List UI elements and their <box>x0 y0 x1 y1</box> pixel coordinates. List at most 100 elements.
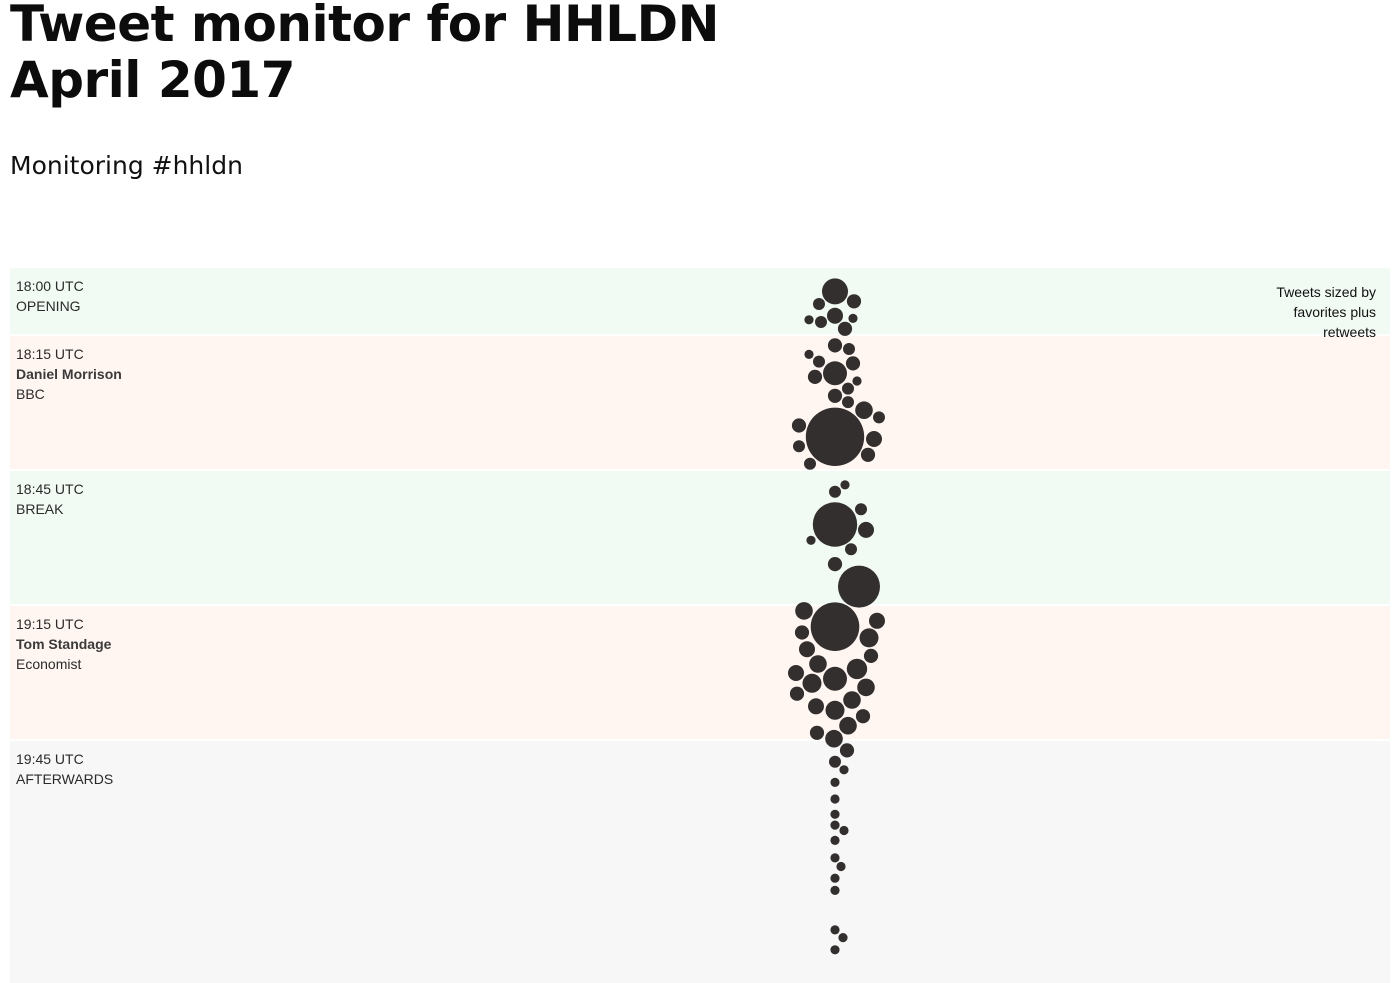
tweet-bubble[interactable] <box>858 521 874 538</box>
tweet-bubble[interactable] <box>852 376 862 386</box>
band-time: 18:45 UTC <box>16 480 84 497</box>
tweet-bubble[interactable] <box>839 825 849 836</box>
tweet-bubble[interactable] <box>805 407 865 466</box>
page-subtitle: Monitoring #hhldn <box>10 151 243 180</box>
tweet-bubble[interactable] <box>837 321 853 336</box>
tweet-bubble[interactable] <box>809 655 827 673</box>
tweet-bubble[interactable] <box>838 933 848 943</box>
tweet-bubble[interactable] <box>827 557 843 572</box>
time-band: 18:45 UTC BREAK <box>10 470 1390 604</box>
tweet-bubble[interactable] <box>855 401 873 419</box>
tweet-bubble[interactable] <box>827 307 843 324</box>
tweet-bubble[interactable] <box>830 925 840 935</box>
band-time: 19:15 UTC <box>16 615 84 632</box>
tweet-bubble[interactable] <box>830 885 840 896</box>
time-band: 19:15 UTC Tom Standage Economist <box>10 605 1390 739</box>
band-session-label: Economist <box>16 655 82 672</box>
tweet-bubble[interactable] <box>843 691 861 709</box>
tweet-bubble[interactable] <box>795 602 813 620</box>
tweet-bubble[interactable] <box>789 686 805 701</box>
band-session-label: BBC <box>16 385 45 402</box>
tweet-bubble[interactable] <box>830 945 840 955</box>
tweet-bubble[interactable] <box>857 678 875 697</box>
tweet-bubble[interactable] <box>822 278 848 305</box>
tweet-bubble[interactable] <box>804 457 816 470</box>
tweet-bubble[interactable] <box>812 502 858 547</box>
tweet-timeline-chart: 18:00 UTC OPENING 18:15 UTC Daniel Morrison… <box>10 268 1390 983</box>
band-time: 18:15 UTC <box>16 345 84 362</box>
tweet-bubble[interactable] <box>830 835 840 846</box>
time-band: 18:00 UTC OPENING <box>10 268 1390 334</box>
tweet-bubble[interactable] <box>827 338 843 353</box>
tweet-bubble[interactable] <box>791 418 807 433</box>
band-speaker: Tom Standage <box>16 635 112 652</box>
tweet-bubble[interactable] <box>829 755 841 768</box>
tweet-bubble[interactable] <box>863 648 879 663</box>
tweet-bubble[interactable] <box>788 665 804 681</box>
band-label: 18:15 UTC Daniel Morrison BBC <box>16 344 122 404</box>
tweet-bubble[interactable] <box>823 361 847 386</box>
band-label: 18:00 UTC OPENING <box>16 276 84 316</box>
tweet-bubble[interactable] <box>813 298 825 310</box>
tweet-bubble[interactable] <box>842 396 854 409</box>
tweet-bubble[interactable] <box>839 765 849 775</box>
tweet-bubble[interactable] <box>830 809 840 819</box>
tweet-bubble[interactable] <box>838 565 880 608</box>
tweet-bubble[interactable] <box>845 356 861 371</box>
tweet-bubble[interactable] <box>842 382 854 395</box>
tweet-bubble[interactable] <box>846 294 862 309</box>
tweet-bubble[interactable] <box>807 369 823 384</box>
band-session-label: OPENING <box>16 298 81 314</box>
tweet-bubble[interactable] <box>860 447 876 462</box>
tweet-bubble[interactable] <box>793 440 805 453</box>
tweet-bubble[interactable] <box>829 485 841 498</box>
band-session-label: AFTERWARDS <box>16 770 114 787</box>
tweet-bubble[interactable] <box>823 666 847 691</box>
band-time: 19:45 UTC <box>16 750 84 767</box>
tweet-bubble[interactable] <box>827 388 843 403</box>
band-time: 18:00 UTC <box>16 278 84 294</box>
bubble-size-legend: Tweets sized by favorites plus retweets <box>1276 284 1376 340</box>
tweet-bubble[interactable] <box>843 343 855 355</box>
tweet-bubble[interactable] <box>848 313 858 323</box>
band-label: 19:45 UTC AFTERWARDS <box>16 749 113 789</box>
tweet-bubble[interactable] <box>840 480 850 490</box>
tweet-bubble[interactable] <box>794 625 810 640</box>
tweet-bubble[interactable] <box>866 431 882 447</box>
tweet-bubble[interactable] <box>839 716 857 735</box>
tweet-bubble[interactable] <box>869 612 885 629</box>
band-label: 19:15 UTC Tom Standage Economist <box>16 614 111 674</box>
tweet-bubble[interactable] <box>830 794 840 804</box>
tweet-bubble[interactable] <box>825 700 845 720</box>
tweet-bubble[interactable] <box>809 725 825 740</box>
tweet-bubble[interactable] <box>810 602 860 651</box>
tweet-bubble[interactable] <box>804 349 814 359</box>
tweet-bubble[interactable] <box>808 698 824 715</box>
page-title: Tweet monitor for HHLDN April 2017 <box>10 0 720 109</box>
tweet-bubble[interactable] <box>802 673 822 693</box>
time-band: 19:45 UTC AFTERWARDS <box>10 740 1390 983</box>
tweet-bubble[interactable] <box>839 743 855 758</box>
tweet-bubble[interactable] <box>846 658 868 680</box>
tweet-bubble[interactable] <box>825 729 843 748</box>
band-session-label: BREAK <box>16 500 64 517</box>
tweet-bubble[interactable] <box>799 641 815 658</box>
tweet-bubble[interactable] <box>855 503 867 516</box>
tweet-bubble[interactable] <box>830 873 840 883</box>
tweet-bubble[interactable] <box>813 355 825 368</box>
tweet-bubble[interactable] <box>830 820 840 830</box>
tweet-bubble[interactable] <box>845 543 857 556</box>
tweet-bubble[interactable] <box>873 411 885 424</box>
tweet-bubble[interactable] <box>815 316 827 328</box>
tweet-bubbles <box>788 278 885 955</box>
tweet-bubble[interactable] <box>830 777 840 787</box>
time-band: 18:15 UTC Daniel Morrison BBC <box>10 335 1390 469</box>
band-speaker: Daniel Morrison <box>16 365 122 382</box>
tweet-bubble[interactable] <box>804 315 814 325</box>
tweet-bubble[interactable] <box>859 628 879 648</box>
tweet-bubble[interactable] <box>806 535 816 545</box>
band-label: 18:45 UTC BREAK <box>16 479 84 519</box>
tweet-bubble[interactable] <box>836 861 846 872</box>
tweet-bubble[interactable] <box>855 709 871 724</box>
tweet-bubble[interactable] <box>830 853 840 863</box>
